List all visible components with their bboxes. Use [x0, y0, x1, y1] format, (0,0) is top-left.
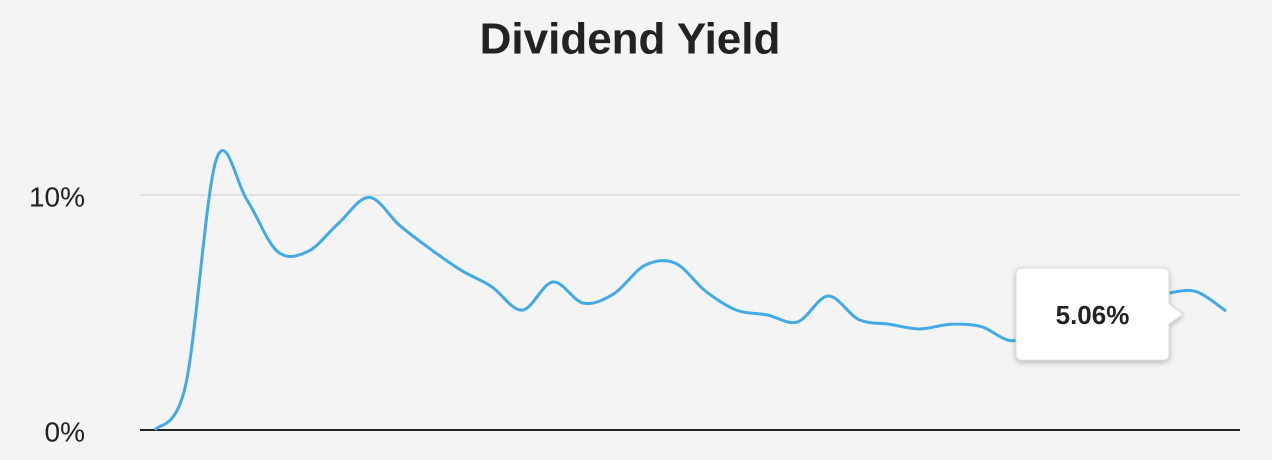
- tooltip-box: [1015, 267, 1184, 361]
- tooltip-label: 5.06%: [1056, 300, 1130, 330]
- tooltip: 5.06%: [1015, 267, 1184, 361]
- chart-title: Dividend Yield: [480, 15, 781, 64]
- y-tick-label: 0%: [45, 416, 85, 447]
- y-tick-label: 10%: [29, 181, 85, 212]
